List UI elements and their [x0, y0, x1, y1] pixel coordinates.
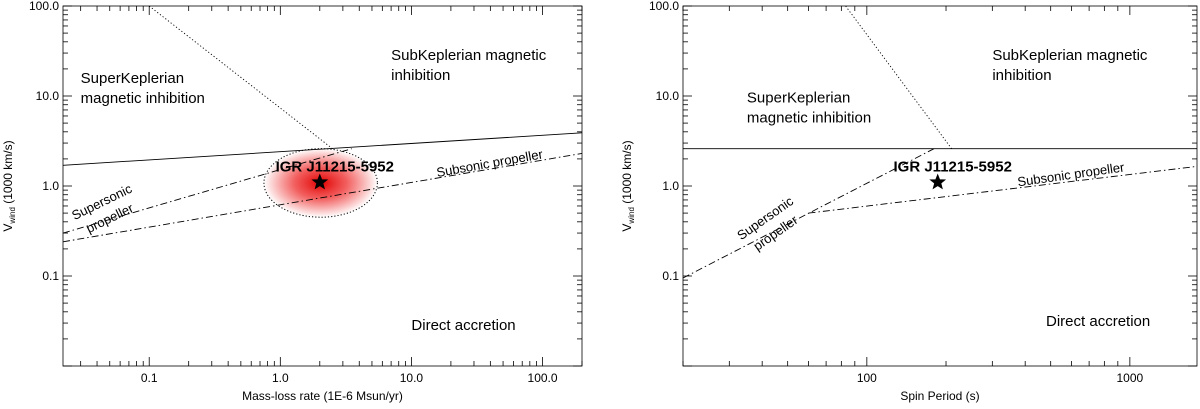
x-tick-label: 0.1 [141, 371, 158, 385]
y-axis-label-subscript: wind [627, 207, 636, 224]
curve-label: Supersonicpropeller [734, 193, 807, 258]
y-axis-label-subscript: wind [8, 207, 17, 224]
curve-label: Subsonic propeller [1017, 159, 1126, 189]
y-axis-label-main: V [620, 224, 634, 232]
x-tick-label: 10.0 [400, 371, 424, 385]
y-axis-label-units: (1000 km/s) [1, 140, 15, 207]
y-tick-label: 1.0 [42, 179, 59, 193]
region-label-line: Direct accretion [411, 317, 515, 334]
y-axis-label-main: V [1, 224, 15, 232]
x-tick-label: 1.0 [272, 371, 289, 385]
curve-label: Subsonic propeller [435, 146, 544, 180]
y-axis-label: Vwind (1000 km/s) [620, 140, 636, 231]
region-label-line: inhibition [992, 67, 1051, 84]
y-tick-label: 100.0 [29, 0, 59, 13]
chart-panel-2: 100 1000 0.1 1.0 10.0 100.0 Spin Period (s) Vwi… [620, 0, 1198, 403]
region-label-line: magnetic inhibition [747, 109, 871, 126]
region-label-line: SubKeplerian magnetic [391, 47, 547, 64]
source-name-label: IGR J11215-5952 [276, 158, 394, 175]
boundary-curve-dashdot [63, 152, 582, 243]
x-tick-label: 100 [857, 371, 877, 385]
y-tick-label: 1.0 [662, 179, 679, 193]
region-label-line: Direct accretion [1046, 313, 1150, 330]
region-label: SuperKeplerian magnetic inhibition [81, 70, 205, 107]
x-axis-label: Spin Period (s) [900, 389, 979, 403]
curve-label-line: Subsonic propeller [435, 146, 544, 180]
source-star-marker [311, 173, 329, 190]
y-tick-label: 100.0 [649, 0, 679, 13]
y-axis-label-units: (1000 km/s) [620, 140, 634, 207]
boundary-curve-solid [63, 132, 582, 166]
source-name-label: IGR J11215-5952 [894, 158, 1012, 175]
boundary-curve-dotted [845, 6, 952, 149]
x-tick-label: 1000 [1117, 371, 1144, 385]
curve-label-line: Subsonic propeller [1017, 159, 1126, 189]
x-axis-label: Mass-loss rate (1E-6 Msun/yr) [242, 389, 403, 403]
region-label-line: inhibition [391, 67, 450, 84]
region-label-line: SubKeplerian magnetic [992, 47, 1148, 64]
x-tick-label: 100.0 [528, 371, 558, 385]
curve-label: Supersonicpropeller [69, 181, 142, 239]
boundary-curve-dashdot [63, 148, 352, 234]
y-tick-label: 10.0 [656, 89, 680, 103]
source-star-marker [929, 173, 947, 190]
y-tick-label: 10.0 [36, 89, 60, 103]
region-label-line: magnetic inhibition [81, 90, 205, 107]
y-tick-label: 0.1 [42, 269, 59, 283]
region-label-line: SuperKeplerian [747, 89, 850, 106]
chart-panel-1: 0.1 1.0 10.0 100.0 0.1 1.0 10.0 100.0 Mass-loss … [1, 0, 583, 403]
y-tick-label: 0.1 [662, 269, 679, 283]
region-label: Direct accretion [1046, 313, 1150, 330]
region-label: SubKeplerian magnetic inhibition [391, 47, 547, 84]
region-label: Direct accretion [411, 317, 515, 334]
region-label: SubKeplerian magnetic inhibition [992, 47, 1148, 84]
boundary-curve-dotted [148, 6, 333, 150]
region-label: SuperKeplerian magnetic inhibition [747, 89, 871, 126]
region-label-line: SuperKeplerian [81, 70, 184, 87]
y-axis-label: Vwind (1000 km/s) [1, 140, 17, 231]
boundary-curve-dashdot [683, 148, 935, 279]
